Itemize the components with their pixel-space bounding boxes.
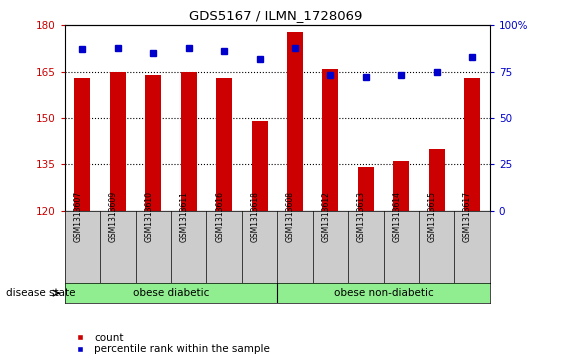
Text: GSM1313607: GSM1313607 xyxy=(73,191,82,242)
Bar xyxy=(252,121,267,211)
Bar xyxy=(323,69,338,211)
Text: GSM1313608: GSM1313608 xyxy=(286,191,295,242)
Text: GSM1313610: GSM1313610 xyxy=(144,191,153,242)
Text: GSM1313609: GSM1313609 xyxy=(109,191,118,242)
Bar xyxy=(394,161,409,211)
Text: GSM1313617: GSM1313617 xyxy=(463,191,472,242)
Bar xyxy=(464,78,480,211)
Text: obese non-diabetic: obese non-diabetic xyxy=(334,288,434,298)
Text: GSM1313612: GSM1313612 xyxy=(321,191,330,242)
Bar xyxy=(145,75,161,211)
Bar xyxy=(428,149,445,211)
Bar xyxy=(110,72,126,211)
Text: GSM1313618: GSM1313618 xyxy=(251,191,260,242)
Text: disease state: disease state xyxy=(6,288,75,298)
Bar xyxy=(358,167,374,211)
Bar xyxy=(216,78,232,211)
Text: GSM1313611: GSM1313611 xyxy=(180,191,189,242)
Bar xyxy=(74,78,91,211)
Bar xyxy=(181,72,196,211)
Text: GSM1313613: GSM1313613 xyxy=(357,191,366,242)
Text: GSM1313615: GSM1313615 xyxy=(428,191,437,242)
Text: obese diabetic: obese diabetic xyxy=(133,288,209,298)
Text: GSM1313616: GSM1313616 xyxy=(215,191,224,242)
Bar xyxy=(287,32,303,211)
Legend: count, percentile rank within the sample: count, percentile rank within the sample xyxy=(70,333,270,354)
Text: GSM1313614: GSM1313614 xyxy=(392,191,401,242)
Text: GDS5167 / ILMN_1728069: GDS5167 / ILMN_1728069 xyxy=(189,9,363,22)
